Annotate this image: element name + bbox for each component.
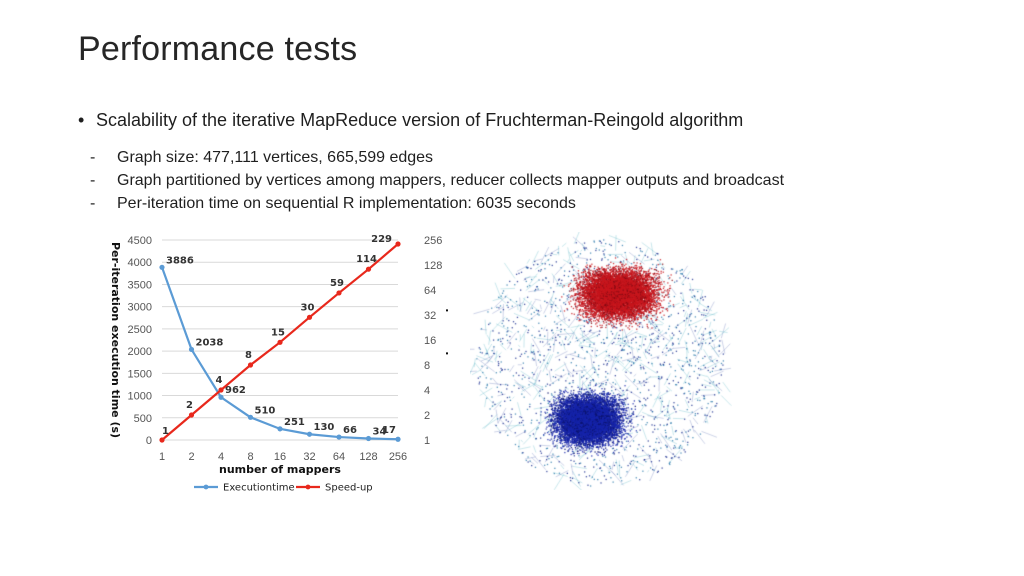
scalability-chart: 0 500 1000 1500 2000 2500 3000 3500 4000 4500 1 2 4 8… [109, 234, 448, 494]
data-label: 251 [284, 417, 305, 428]
x-tick-label: 16 [274, 451, 286, 463]
y2-tick-label: 2 [424, 410, 430, 422]
sub-item-graph-size: - Graph size: 477,111 vertices, 665,599 e… [90, 146, 784, 169]
data-point [277, 426, 283, 432]
x-tick-label: 1 [159, 451, 165, 463]
x-tick-label: 64 [333, 451, 345, 463]
legend-label: Speed-up [325, 483, 373, 494]
x-tick-label: 256 [389, 451, 407, 463]
data-label: 2 [186, 400, 193, 411]
y-tick-label: 2000 [128, 346, 152, 358]
data-point [277, 339, 283, 345]
data-label: 30 [301, 302, 315, 313]
data-point [365, 435, 372, 442]
sub-list: - Graph size: 477,111 vertices, 665,599 e… [90, 146, 784, 215]
bullet-text: Scalability of the iterative MapReduce v… [96, 110, 744, 130]
x-tick-label: 128 [359, 451, 377, 463]
y2-tick-label: 256 [424, 235, 442, 247]
x-tick-label: 8 [247, 451, 253, 463]
data-point [188, 346, 195, 353]
data-label: 229 [371, 234, 392, 245]
y-tick-label: 4000 [128, 257, 152, 269]
data-point [365, 266, 372, 272]
y2-tick-label: 8 [424, 360, 430, 372]
y2-tick-label: 64 [424, 285, 436, 297]
y-tick-label: 0 [146, 435, 152, 447]
data-point [218, 387, 224, 393]
graph-layout-image [470, 232, 732, 490]
data-point [247, 362, 254, 368]
y2-tick-label: 1 [424, 435, 430, 447]
y2-axis-label: Speed-up [445, 301, 448, 360]
legend-marker [203, 484, 209, 490]
data-label: 15 [271, 327, 285, 338]
data-point [395, 436, 401, 442]
y-tick-label: 4500 [128, 235, 152, 247]
data-label: 59 [330, 278, 344, 289]
data-point [188, 412, 195, 418]
y-tick-label: 1500 [128, 368, 152, 380]
data-point [336, 434, 342, 440]
data-point [218, 394, 224, 400]
data-label: 962 [225, 385, 246, 396]
dash-marker: - [90, 172, 96, 189]
dash-marker: - [90, 149, 96, 166]
x-tick-label: 32 [303, 451, 315, 463]
data-label: 114 [356, 254, 377, 265]
legend-marker [305, 484, 311, 490]
data-label: 8 [245, 350, 252, 361]
y-tick-label: 1000 [128, 391, 152, 403]
data-point [159, 264, 165, 270]
series-line-execution-time [160, 266, 399, 441]
legend-label: Executiontime [223, 483, 295, 494]
data-label: 130 [314, 422, 335, 433]
data-point [247, 414, 254, 420]
data-point [336, 290, 342, 296]
x-axis-label: number of mappers [219, 463, 341, 476]
y-tick-label: 500 [134, 413, 152, 425]
data-label: 4 [216, 375, 223, 386]
y-axis-label: Per-iteration execution time (s) [109, 242, 122, 438]
data-point [306, 431, 313, 437]
y2-tick-label: 16 [424, 335, 436, 347]
y-tick-label: 2500 [128, 324, 152, 336]
data-label: 2038 [196, 337, 224, 348]
x-tick-label: 4 [218, 451, 224, 463]
sub-item-text: Graph size: 477,111 vertices, 665,599 ed… [117, 149, 434, 166]
y2-tick-label: 128 [424, 260, 442, 272]
bullet-dot: • [78, 110, 85, 130]
sub-item-partitioning: - Graph partitioned by vertices among map… [90, 169, 784, 192]
data-label: 3886 [166, 255, 194, 266]
dash-marker: - [90, 195, 96, 212]
data-label: 17 [382, 425, 396, 436]
data-point [395, 241, 401, 247]
sub-item-text: Graph partitioned by vertices among mapp… [117, 172, 785, 189]
sub-item-text: Per-iteration time on sequential R imple… [117, 195, 576, 212]
page-title: Performance tests [78, 30, 358, 68]
data-point [159, 437, 165, 443]
y2-tick-label: 4 [424, 385, 430, 397]
y-tick-label: 3000 [128, 302, 152, 314]
data-label: 34 [373, 426, 387, 437]
sub-item-sequential-time: - Per-iteration time on sequential R impl… [90, 192, 784, 215]
data-label: 510 [255, 405, 276, 416]
bullet-item: • Scalability of the iterative MapReduce … [78, 110, 743, 131]
data-label: 66 [343, 425, 357, 436]
data-label: 1 [162, 426, 169, 437]
y-tick-label: 3500 [128, 279, 152, 291]
x-tick-label: 2 [188, 451, 194, 463]
y2-tick-label: 32 [424, 310, 436, 322]
data-point [306, 314, 313, 320]
